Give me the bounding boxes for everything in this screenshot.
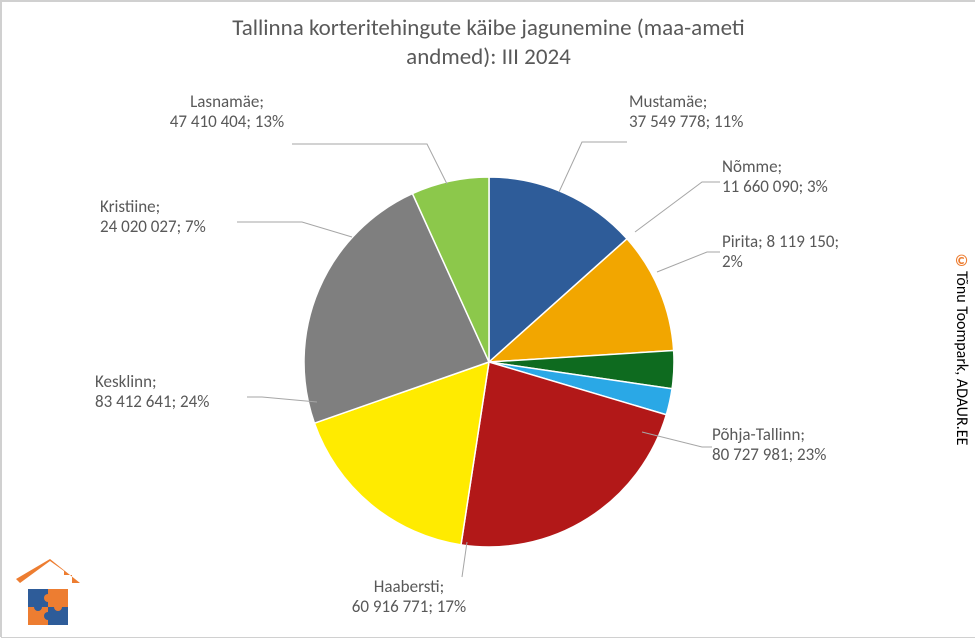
leader-line (292, 144, 447, 184)
slice-label-kristiine: Kristiine; 24 020 027; 7% (100, 197, 206, 236)
leader-line (559, 142, 627, 192)
leader-line (247, 397, 317, 402)
leader-line (657, 252, 720, 272)
copyright-icon: © (952, 252, 971, 271)
credit-text: ©Tõnu Toompark, ADAUR.EE (952, 252, 971, 445)
slice-label-pirita: Pirita; 8 119 150; 2% (722, 232, 839, 271)
slice-label-mustamäe: Mustamäe; 37 549 778; 11% (629, 92, 743, 131)
pie-chart (2, 2, 975, 638)
slice-label-lasnamäe: Lasnamäe; 47 410 404; 13% (170, 92, 284, 131)
leader-line (635, 182, 720, 232)
leader-line (462, 542, 467, 577)
slice-label-haabersti: Haabersti; 60 916 771; 17% (352, 577, 466, 616)
logo-puzzle-icon (28, 589, 68, 625)
leader-line (237, 222, 352, 237)
credit-author: Tõnu Toompark, ADAUR.EE (952, 271, 971, 445)
source-logo (14, 555, 86, 627)
slice-label-nõmme: Nõmme; 11 660 090; 3% (722, 157, 828, 196)
slice-label-kesklinn: Kesklinn; 83 412 641; 24% (95, 372, 209, 411)
slice-label-põhja-tallinn: Põhja-Tallinn; 80 727 981; 23% (712, 425, 826, 464)
logo-roof-icon (16, 559, 80, 583)
